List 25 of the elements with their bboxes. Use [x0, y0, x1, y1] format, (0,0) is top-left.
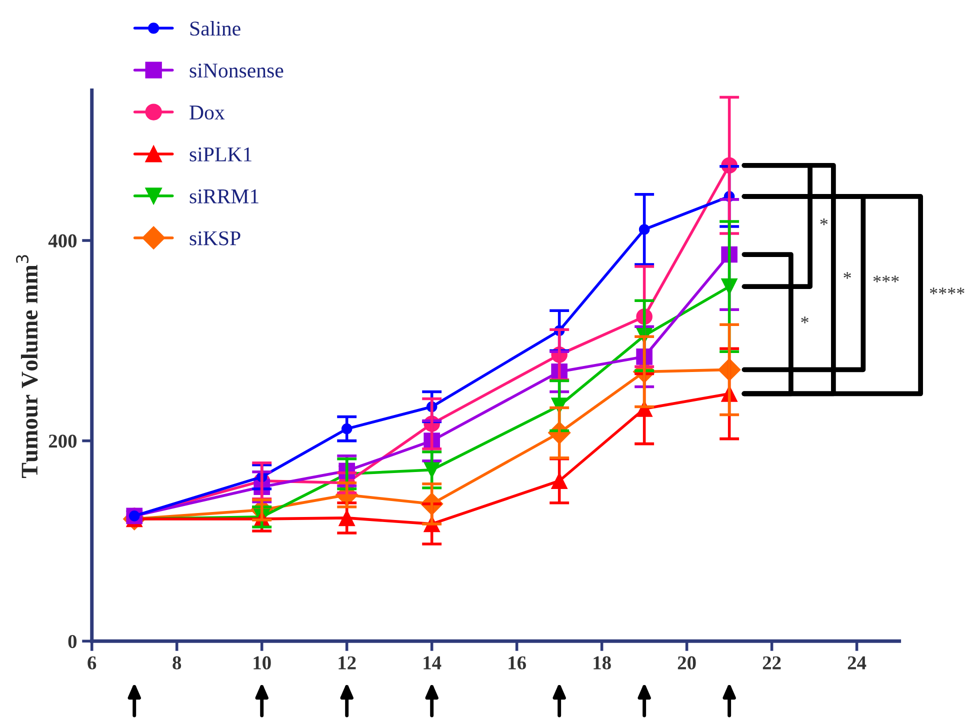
x-tick-label: 14 [424, 656, 442, 670]
x-tick-label: 10 [254, 656, 271, 670]
x-tick-label: 18 [594, 656, 611, 670]
text: **** [930, 288, 964, 294]
y-tick-label: 0 [68, 634, 77, 648]
x-tick-label: 20 [678, 656, 696, 670]
x-tick-label: 12 [338, 656, 356, 670]
y-axis-title: Tumour Volume mm$^{3}$ [16, 255, 38, 478]
legend-label: Saline [190, 20, 240, 36]
x-tick-label: 8 [172, 656, 182, 670]
x-tick-label: 16 [508, 656, 526, 670]
legend-label: siPLK1 [190, 147, 252, 162]
y-tick-label: 400 [48, 234, 77, 248]
legend-label: siRRM1 [190, 189, 258, 204]
y-tick-label: 200 [48, 434, 77, 448]
x-tick-label: 24 [848, 656, 866, 670]
x-tick-label: 6 [88, 656, 96, 670]
annotation: *** [873, 276, 899, 282]
annotation: * [844, 272, 851, 279]
legend-label: siKSP [190, 231, 240, 246]
legend-label: siNonsense [190, 64, 284, 78]
annotation: * [820, 218, 828, 226]
annotation: * [801, 316, 808, 324]
legend-label: Dox [190, 106, 225, 120]
x-tick-label: 22 [762, 656, 781, 670]
